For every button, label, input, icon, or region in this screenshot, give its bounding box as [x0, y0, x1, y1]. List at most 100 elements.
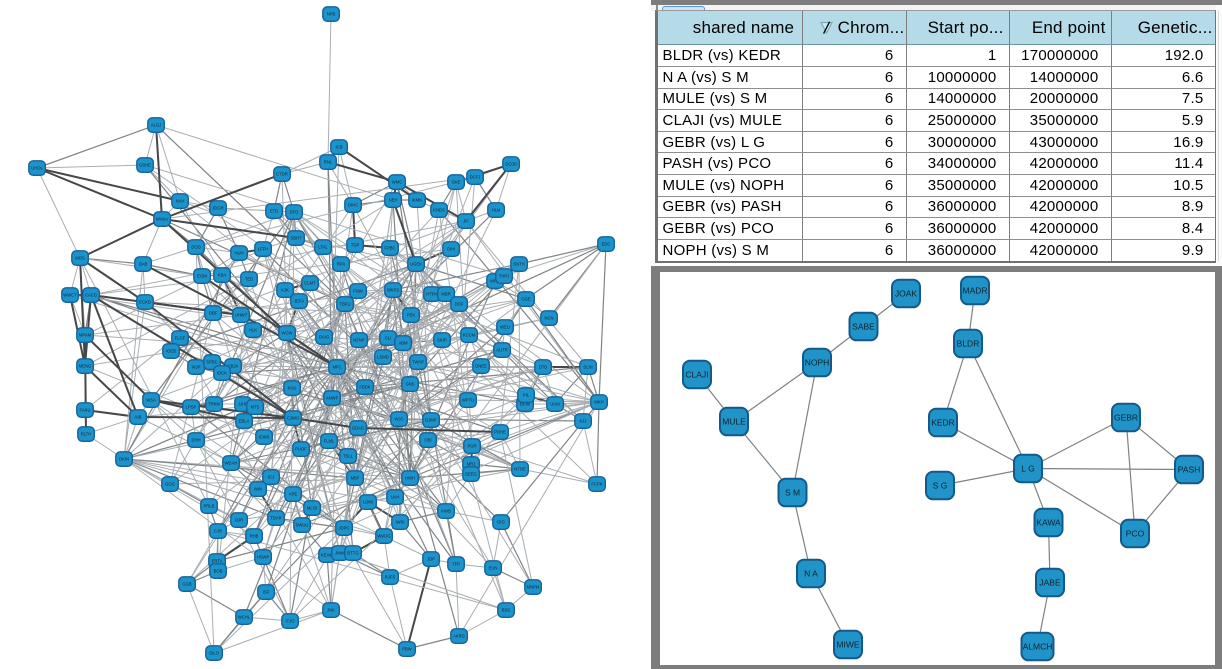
svg-text:DOD: DOD — [191, 245, 200, 250]
svg-text:TBFU: TBFU — [340, 302, 351, 307]
svg-text:PIL: PIL — [523, 393, 530, 398]
svg-text:UHWT: UHWT — [235, 313, 248, 318]
svg-text:EDC: EDC — [602, 242, 611, 247]
svg-text:BLDR: BLDR — [957, 338, 980, 348]
svg-text:KAWA: KAWA — [1036, 517, 1061, 527]
svg-text:OBF: OBF — [209, 311, 218, 316]
svg-text:OIHC: OIHC — [348, 203, 358, 208]
svg-text:HUH: HUH — [234, 251, 243, 256]
svg-text:PRLB: PRLB — [204, 504, 215, 509]
svg-text:RHB: RHB — [250, 534, 259, 539]
svg-text:SBHT: SBHT — [290, 236, 302, 241]
svg-text:BEEG: BEEG — [465, 472, 477, 477]
svg-text:JJHD: JJHD — [238, 402, 248, 407]
svg-text:PBW: PBW — [402, 647, 412, 652]
svg-text:OBI: OBI — [424, 438, 431, 443]
svg-text:UGEK: UGEK — [410, 262, 422, 267]
svg-text:HWH: HWH — [405, 476, 415, 481]
svg-text:DTD: DTD — [539, 365, 548, 370]
svg-text:LSMD: LSMD — [377, 355, 389, 360]
svg-text:SLNI: SLNI — [583, 365, 592, 370]
svg-text:JOAK: JOAK — [895, 288, 918, 298]
svg-text:WAKA: WAKA — [156, 217, 168, 222]
svg-text:JABE: JABE — [1039, 577, 1061, 587]
svg-text:ECKD: ECKD — [139, 300, 151, 305]
svg-text:KEDR: KEDR — [931, 417, 955, 427]
svg-text:KCCM: KCCM — [463, 333, 476, 338]
svg-text:DOF: DOF — [455, 302, 464, 307]
svg-text:ICWS: ICWS — [259, 435, 270, 440]
svg-text:TSLL: TSLL — [343, 454, 354, 459]
svg-text:ERTA: ERTA — [212, 559, 223, 564]
svg-text:CLMT: CLMT — [304, 281, 316, 286]
svg-text:PASH: PASH — [1178, 464, 1201, 474]
svg-text:JINM: JINM — [335, 551, 345, 556]
svg-text:FLGF: FLGF — [175, 336, 186, 341]
svg-text:LFFH: LFFH — [258, 247, 268, 252]
svg-text:ANWF: ANWF — [326, 396, 339, 401]
svg-text:FAKU: FAKU — [80, 408, 91, 413]
svg-text:WSA: WSA — [146, 398, 156, 403]
svg-text:ALMCH: ALMCH — [1023, 641, 1053, 651]
svg-text:OJR: OJR — [235, 518, 243, 523]
svg-text:ITJO: ITJO — [285, 619, 295, 624]
svg-text:HSWP: HSWP — [257, 555, 270, 560]
svg-text:JDGR: JDGR — [212, 206, 223, 211]
svg-text:TWHF: TWHF — [412, 360, 425, 365]
svg-text:SNTH: SNTH — [513, 262, 524, 267]
svg-text:BTTG: BTTG — [347, 551, 358, 556]
svg-text:LTAL: LTAL — [318, 245, 328, 250]
svg-text:KUU: KUU — [288, 386, 297, 391]
svg-text:IOEB: IOEB — [166, 349, 176, 354]
svg-text:BSG: BSG — [502, 608, 511, 613]
svg-text:CACG: CACG — [85, 293, 97, 298]
svg-text:MBF: MBF — [351, 476, 360, 481]
svg-text:KEAW: KEAW — [321, 553, 333, 558]
svg-text:HLK: HLK — [249, 328, 257, 333]
svg-text:RJFS: RJFS — [385, 575, 396, 580]
svg-text:AUTR: AUTR — [496, 348, 507, 353]
svg-text:MADR: MADR — [962, 285, 987, 295]
svg-text:WWCT: WWCT — [63, 293, 77, 298]
svg-text:HTFM: HTFM — [426, 292, 438, 297]
svg-text:JIF: JIF — [463, 219, 469, 224]
svg-text:GEBR: GEBR — [1114, 412, 1138, 422]
svg-text:MRN: MRN — [490, 279, 500, 284]
svg-text:KWB: KWB — [441, 509, 451, 514]
svg-text:EGM: EGM — [197, 274, 207, 279]
svg-text:KJJ: KJJ — [580, 419, 587, 424]
svg-text:DNEE: DNEE — [475, 364, 487, 369]
svg-text:MPAM: MPAM — [79, 333, 92, 338]
svg-text:MNPM: MNPM — [527, 585, 540, 590]
svg-text:OIHI: OIHI — [447, 247, 456, 252]
svg-text:ABM: ABM — [398, 341, 408, 346]
svg-text:UUM: UUM — [550, 402, 560, 407]
svg-text:WEU: WEU — [500, 325, 510, 330]
svg-text:APE: APE — [289, 492, 298, 497]
svg-text:TED: TED — [245, 277, 253, 282]
svg-text:ICJ: ICJ — [268, 475, 274, 480]
svg-text:DHH: DHH — [191, 438, 200, 443]
svg-text:GGE: GGE — [521, 297, 531, 302]
svg-text:NAH: NAH — [176, 199, 185, 204]
svg-text:EBLA: EBLA — [239, 419, 250, 424]
svg-text:NOPH: NOPH — [805, 357, 830, 367]
svg-text:GNS: GNS — [405, 382, 414, 387]
svg-text:JDPC: JDPC — [339, 526, 350, 531]
svg-text:TRKM: TRKM — [208, 402, 220, 407]
svg-text:IWKI: IWKI — [395, 520, 404, 525]
svg-text:GOG: GOG — [165, 482, 175, 487]
svg-text:MULE: MULE — [722, 416, 746, 426]
svg-text:PEK: PEK — [407, 313, 416, 318]
svg-text:CLI: CLI — [385, 336, 392, 341]
svg-text:CBJA: CBJA — [228, 364, 239, 369]
svg-text:EUN: EUN — [489, 566, 498, 571]
svg-text:OIG: OIG — [497, 520, 505, 525]
svg-text:FPBC: FPBC — [384, 246, 395, 251]
svg-text:LPSP: LPSP — [186, 405, 197, 410]
svg-text:WPTU: WPTU — [462, 398, 474, 403]
svg-text:ALGJ: ALGJ — [151, 123, 161, 128]
svg-text:GOJO: GOJO — [505, 162, 518, 167]
svg-text:WJC: WJC — [394, 417, 403, 422]
svg-text:TFP: TFP — [452, 562, 460, 567]
